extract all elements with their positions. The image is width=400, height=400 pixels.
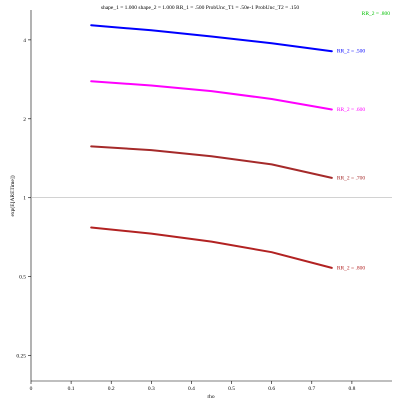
series-line: [90, 145, 333, 179]
series-lines: [90, 24, 333, 269]
series-label: RR_2 = .700: [337, 175, 366, 181]
x-tick-label: 0.6: [268, 386, 275, 392]
y-ticks: 0.25 0.5 1 2 4: [16, 38, 31, 360]
y-axis-label: exp(E[ARETime]): [9, 175, 16, 216]
y-tick-label: 4: [23, 38, 26, 44]
x-ticks: 0 0.1 0.2 0.3 0.4 0.5 0.6 0.7 0.8: [30, 381, 356, 392]
series-line: [90, 226, 333, 269]
legend-entry: RR_2 = .800: [362, 11, 391, 17]
y-tick-label: 1: [23, 196, 26, 202]
x-tick-label: 0.4: [188, 386, 195, 392]
series-line: [90, 80, 333, 111]
x-tick-label: 0.2: [108, 386, 115, 392]
series-label: RR_2 = .600: [337, 107, 366, 113]
x-tick-label: 0.3: [148, 386, 155, 392]
series-label: RR_2 = .500: [337, 49, 366, 55]
chart-title: shape_1 = 1.000 shape_2 = 1.000 RR_1 = .…: [101, 5, 300, 11]
x-tick-label: 0.8: [348, 386, 355, 392]
y-tick-label: 0.25: [16, 354, 26, 360]
x-tick-label: 0.5: [228, 386, 235, 392]
series-line: [90, 24, 333, 53]
x-tick-label: 0.1: [68, 386, 75, 392]
y-tick-label: 2: [23, 117, 26, 123]
x-axis-label: rho: [207, 394, 215, 400]
y-tick-label: 0.5: [19, 275, 26, 281]
series-label: RR_2 = .800: [337, 265, 366, 271]
x-tick-label: 0: [30, 386, 33, 392]
series-labels: RR_2 = .500 RR_2 = .600 RR_2 = .700 RR_2 = …: [337, 11, 390, 271]
x-tick-label: 0.7: [308, 386, 315, 392]
